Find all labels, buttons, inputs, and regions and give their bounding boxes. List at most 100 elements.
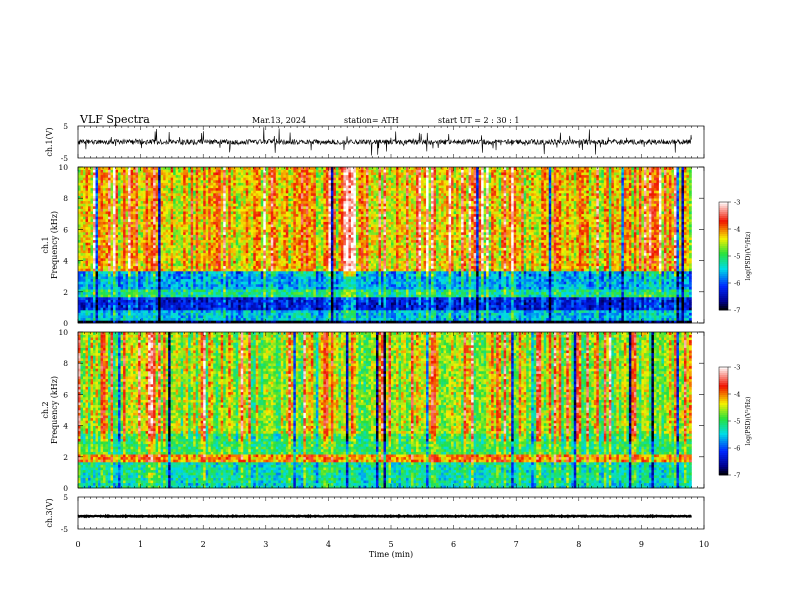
spectrogram-cell <box>273 208 277 212</box>
spectrogram-cell <box>270 226 274 230</box>
spectrogram-cell <box>150 226 154 230</box>
spectrogram-cell <box>118 317 121 321</box>
spectrogram-cell <box>155 302 159 306</box>
spectrogram-cell <box>138 310 141 313</box>
spectrogram-cell <box>95 237 99 241</box>
spectrogram-cell <box>190 312 194 316</box>
spectrogram-cell <box>190 213 194 217</box>
spectrogram-cell <box>110 286 114 290</box>
spectrogram-cell <box>233 195 237 199</box>
spectrogram-cell <box>98 167 101 170</box>
spectrogram-cell <box>98 237 101 241</box>
spectrogram-cell <box>180 247 184 251</box>
spectrogram-cell <box>145 211 149 215</box>
spectrogram-cell <box>213 224 217 228</box>
spectrogram-cell <box>203 172 206 176</box>
spectrogram-cell <box>260 185 264 189</box>
spectrogram-cell <box>233 221 237 225</box>
spectrogram-cell <box>173 307 176 311</box>
spectrogram-cell <box>120 203 124 207</box>
spectrogram-cell <box>268 245 272 248</box>
spectrogram-cell <box>113 291 116 295</box>
spectrogram-cell <box>253 263 257 267</box>
spectrogram-cell <box>180 195 184 199</box>
spectrogram-cell <box>248 278 252 282</box>
spectrogram-cell <box>260 229 264 233</box>
spectrogram-cell <box>170 281 174 285</box>
spectrogram-cell <box>128 252 131 256</box>
spectrogram-cell <box>203 167 206 170</box>
spectrogram-cell <box>123 247 126 251</box>
spectrogram-cell <box>225 229 229 233</box>
spectrogram-cell <box>110 232 114 235</box>
spectrogram-cell <box>88 315 91 319</box>
spectrogram-cell <box>265 265 269 269</box>
spectrogram-cell <box>83 255 86 259</box>
spectrogram-cell <box>153 221 156 225</box>
spectrogram-cell <box>143 312 146 316</box>
spectrogram-cell <box>118 297 121 300</box>
spectrogram-cell <box>120 190 124 194</box>
spectrogram-cell <box>145 252 149 256</box>
spectrogram-cell <box>210 198 214 202</box>
spectrogram-cell <box>215 208 219 212</box>
spectrogram-cell <box>93 200 96 204</box>
spectrogram-cell <box>228 182 232 186</box>
spectrogram-cell <box>153 297 156 300</box>
spectrogram-cell <box>245 226 249 230</box>
spectrogram-cell <box>110 304 114 308</box>
spectrogram-cell <box>180 268 184 272</box>
spectrogram-cell <box>108 268 111 272</box>
spectrogram-cell <box>143 271 146 274</box>
spectrogram-cell <box>153 268 156 272</box>
spectrogram-cell <box>120 198 124 202</box>
spectrogram-cell <box>273 219 277 222</box>
spectrogram-cell <box>175 281 179 285</box>
spectrogram-cell <box>90 190 94 194</box>
spectrogram-cell <box>218 276 222 280</box>
spectrogram-cell <box>178 291 181 295</box>
spectrogram-cell <box>78 307 81 311</box>
spectrogram-cell <box>98 284 101 287</box>
spectrogram-cell <box>223 252 227 256</box>
spectrogram-cell <box>135 245 139 248</box>
spectrogram-cell <box>105 291 109 295</box>
spectrogram-cell <box>268 271 272 274</box>
spectrogram-cell <box>223 182 227 186</box>
spectrogram-cell <box>150 299 154 303</box>
spectrogram-cell <box>173 317 176 321</box>
spectrogram-cell <box>238 208 242 212</box>
spectrogram-cell <box>118 229 121 233</box>
spectrogram-cell <box>178 237 181 241</box>
spectrogram-cell <box>120 312 124 316</box>
spectrogram-cell <box>248 234 252 238</box>
spectrogram-cell <box>195 278 199 282</box>
spectrogram-cell <box>155 278 159 282</box>
spectrogram-cell <box>83 302 86 306</box>
spectrogram-cell <box>168 190 171 194</box>
spectrogram-cell <box>170 169 174 173</box>
spectrogram-cell <box>238 317 242 321</box>
spectrogram-cell <box>173 182 176 186</box>
spectrogram-cell <box>90 200 94 204</box>
spectrogram-cell <box>128 268 131 272</box>
spectrogram-cell <box>100 177 104 181</box>
spectrogram-cell <box>245 276 249 280</box>
spectrogram-cell <box>143 221 146 225</box>
spectrogram-cell <box>235 245 239 248</box>
spectrogram-cell <box>245 190 249 194</box>
spectrogram-cell <box>123 315 126 319</box>
spectrogram-cell <box>255 263 259 267</box>
spectrogram-cell <box>103 271 106 274</box>
spectrogram-cell <box>98 203 101 207</box>
spectrogram-cell <box>203 187 206 191</box>
spectrogram-cell <box>193 268 196 272</box>
spectrogram-cell <box>245 255 249 259</box>
spectrogram-cell <box>205 216 209 220</box>
spectrogram-cell <box>103 289 106 293</box>
spectrogram-cell <box>198 284 201 287</box>
spectrogram-cell <box>213 312 217 316</box>
spectrogram-cell <box>150 239 154 243</box>
spectrogram-cell <box>220 286 224 290</box>
spectrogram-cell <box>230 234 234 238</box>
